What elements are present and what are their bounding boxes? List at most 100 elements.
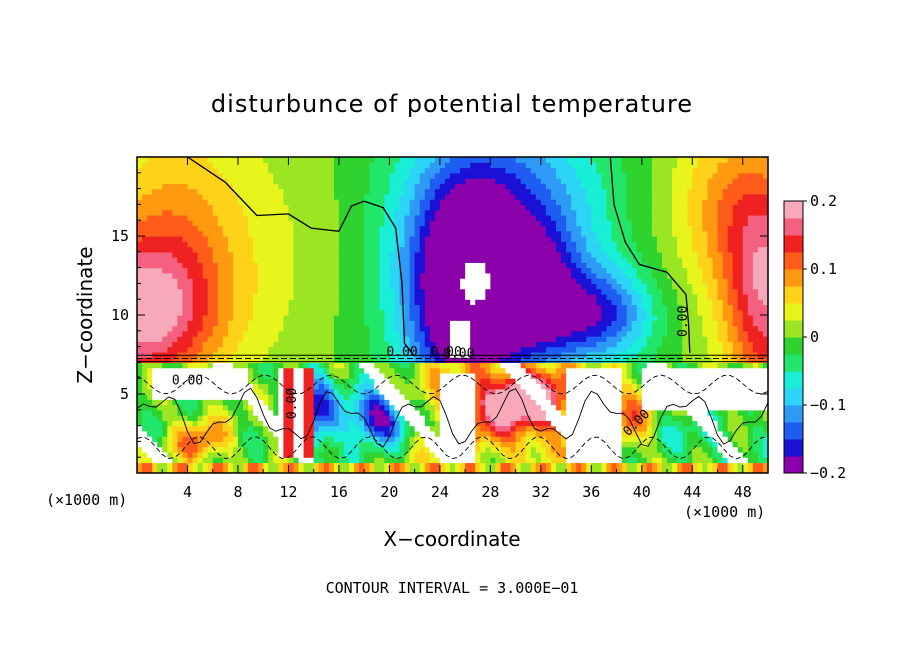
field-cell [626,188,653,195]
field-cell [505,451,527,458]
field-cell [621,299,633,306]
field-cell [364,415,370,421]
field-cell [651,204,673,211]
field-cell [227,462,234,469]
field-cell [243,462,249,469]
field-cell [182,262,204,269]
field-cell [328,462,335,469]
field-cell [535,193,552,200]
field-cell [333,183,370,190]
field-cell [192,457,199,464]
field-cell [616,315,628,321]
field-cell [293,283,340,290]
field-cell [349,372,355,379]
field-cell [293,378,305,385]
field-cell [232,315,254,321]
field-cell [298,462,305,469]
field-cell [278,436,284,442]
field-cell [167,436,173,442]
field-cell [419,462,426,469]
field-cell [424,441,476,448]
field-cell [389,346,401,353]
field-cell [747,446,754,453]
field-cell [621,157,653,163]
field-cell [641,278,658,284]
field-cell [490,441,502,448]
field-cell [364,304,380,311]
field-cell [480,388,486,395]
field-cell [631,372,643,379]
field-cell [525,162,552,169]
field-cell [742,267,754,274]
field-cell [626,172,653,179]
field-cell [707,467,714,473]
field-cell [727,336,739,342]
field-cell [661,336,683,342]
field-cell [429,388,436,395]
field-cell [561,230,572,237]
field-cell [439,420,476,427]
field-cell [399,362,411,369]
field-cell [424,293,466,300]
field-cell [187,457,194,464]
field-cell [369,399,380,406]
field-cell [525,436,537,442]
field-cell [162,183,189,190]
field-cell [359,457,365,464]
field-cell [333,362,345,369]
field-cell [576,241,587,248]
field-cell [192,341,204,348]
field-cell [414,272,421,279]
field-cell [586,193,608,200]
field-cell [197,451,204,458]
field-cell [278,330,335,337]
field-cell [707,293,719,300]
field-cell [389,172,411,179]
field-cell [409,172,421,179]
field-cell [742,288,759,295]
field-cell [535,446,547,453]
field-cell [333,399,340,406]
field-cell [429,199,441,205]
field-cell [490,367,507,374]
field-cell [187,325,204,332]
field-cell [283,420,295,427]
field-cell [222,425,234,432]
field-cell [737,293,749,300]
field-cell [227,467,234,473]
field-cell [646,430,653,437]
field-cell [207,288,219,295]
field-cell [626,462,638,469]
field-cell [404,415,426,421]
field-cell [243,404,249,411]
field-cell [561,362,577,369]
field-cell [515,378,537,385]
field-cell [394,462,401,469]
field-cell [349,457,360,464]
field-cell [424,394,431,400]
field-cell [626,315,638,321]
field-cell [742,315,754,321]
field-cell [303,415,315,421]
field-cell [485,415,491,421]
field-cell [692,446,703,453]
field-cell [263,388,269,395]
field-cell [561,404,567,411]
field-cell [535,341,567,348]
field-cell [722,188,768,195]
field-cell [283,404,295,411]
field-cell [217,214,249,221]
field-cell [419,178,431,184]
field-cell [621,420,628,427]
field-cell [510,425,517,432]
field-cell [424,236,552,242]
field-cell [369,178,390,184]
field-cell [485,399,537,406]
contour-label: 0.00 [443,347,474,362]
field-cell [227,325,249,332]
field-cell [439,425,476,432]
field-cell [429,325,451,332]
field-cell [535,214,552,221]
field-cell [293,367,305,374]
field-cell [621,251,643,258]
